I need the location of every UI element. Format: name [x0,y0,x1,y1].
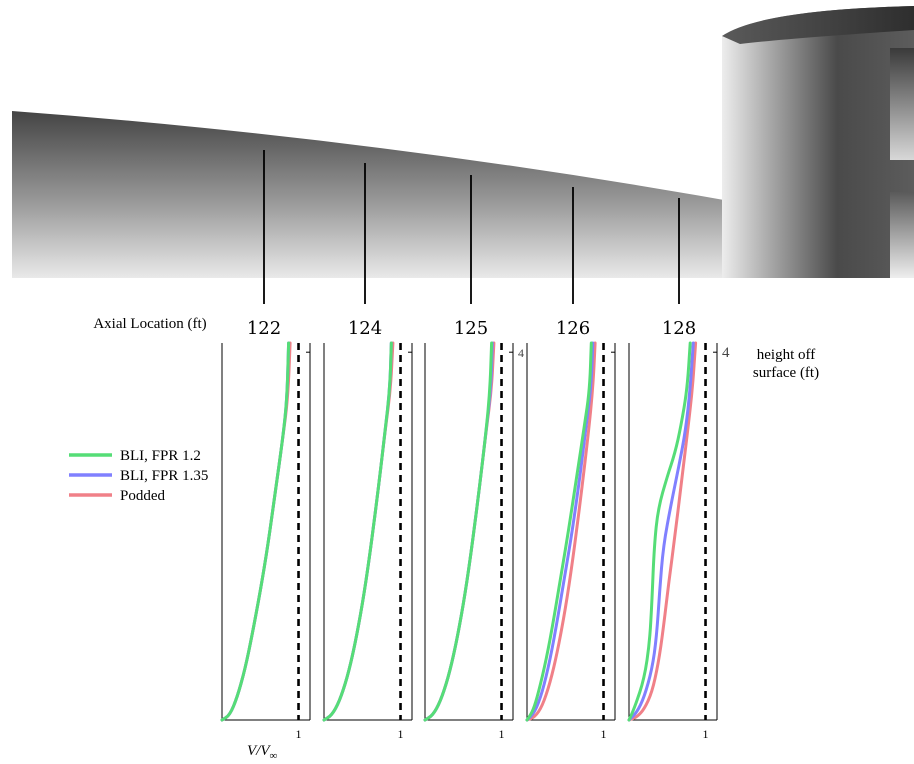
series-bli_1_35 [627,341,695,722]
location-label-124: 124 [348,318,382,339]
legend-label: BLI, FPR 1.35 [120,468,208,484]
series-bli_1_2 [423,341,494,722]
panel-128: 128 1 4 [627,318,730,741]
nacelle-inner-stub-top [890,48,914,160]
y-tick-label: 4 [518,346,524,360]
location-label-122: 122 [247,318,281,339]
fuselage-body [12,111,780,278]
series-podded [322,341,395,722]
series-bli_1_35 [322,341,393,722]
x-axis-label-base: V/V [247,743,271,759]
height-label-line1: height off [757,347,815,363]
legend-label: BLI, FPR 1.2 [120,448,201,464]
x-tick-label: 1 [703,727,709,741]
x-axis-label-sub: ∞ [270,750,278,762]
legend-item-bli_1_35: BLI, FPR 1.35 [69,468,208,484]
panel-124: 124 1 [322,318,413,741]
x-tick-label: 1 [398,727,404,741]
series-bli_1_2 [220,341,291,722]
location-label-126: 126 [556,318,590,339]
nacelle-rim [722,6,914,44]
aircraft-geometry [12,6,914,304]
series-bli_1_2 [525,341,593,722]
axial-location-label: Axial Location (ft) [93,316,206,332]
series-podded [220,341,292,722]
series-bli_1_35 [220,341,291,722]
location-label-128: 128 [662,318,696,339]
legend-item-bli_1_2: BLI, FPR 1.2 [69,448,201,464]
axial-station-lines [263,150,680,304]
legend-item-podded: Podded [69,488,166,504]
series-podded [627,341,698,722]
location-label-125: 125 [454,318,488,339]
series-bli_1_35 [423,341,494,722]
series-bli_1_2 [627,341,692,722]
velocity-profile-panels: 122 1 124 1 125 1 4 126 1 128 1 4 [220,318,730,741]
panel-126: 126 1 [525,318,616,741]
nacelle-cylinder [722,6,914,278]
y-tick-label: 4 [722,345,730,361]
legend: BLI, FPR 1.2 BLI, FPR 1.35 Podded [69,448,208,504]
height-label-line2: surface (ft) [753,365,819,381]
series-podded [525,341,597,722]
series-podded [423,341,496,722]
x-tick-label: 1 [499,727,505,741]
nacelle-inner-stub-bottom [890,192,914,278]
legend-label: Podded [120,488,166,504]
x-axis-label: V/V∞ [247,743,278,762]
x-tick-label: 1 [601,727,607,741]
x-tick-label: 1 [296,727,302,741]
series-bli_1_2 [322,341,393,722]
panel-122: 122 1 [220,318,311,741]
series-bli_1_35 [525,341,595,722]
panel-125: 125 1 4 [423,318,524,741]
